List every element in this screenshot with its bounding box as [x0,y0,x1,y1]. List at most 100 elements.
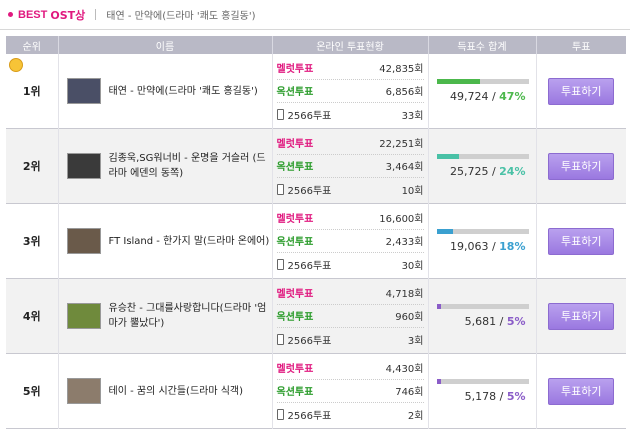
melon-count-value: 16,600 [379,214,415,225]
vote-cell: 투표하기 [535,278,626,354]
song-cell: 테이 - 꿈의 시간들(드라마 식객) [57,353,272,429]
melon-vote-row: 멜럿투표 22,251회 [276,132,424,155]
melon-vote-link[interactable]: 멜럿투표 [276,214,314,225]
melon-vote-link[interactable]: 멜럿투표 [276,364,314,375]
count-suffix: 회 [414,237,424,248]
vote-cell: 투표하기 [535,203,626,279]
vote-percent: 18% [499,240,526,253]
auction-vote-count: 746회 [395,383,423,398]
vote-share-bar [436,154,529,159]
melon-vote-link[interactable]: 멜럿투표 [276,289,314,300]
phone-count-value: 10 [401,185,415,197]
phone-vote-label: 2566투표 [276,107,402,122]
song-cell: FT Island - 한가지 말(드라마 온에어) [57,203,272,279]
phone-icon [276,408,284,420]
count-suffix: 회 [414,139,424,150]
vote-button[interactable]: 투표하기 [548,77,615,105]
rank-cell: 4위 [6,278,58,354]
song-title: 유승찬 - 그대를사랑합니다(드라마 '엄마가 뿔났다') [108,303,267,329]
auction-vote-link[interactable]: 옥션투표 [276,87,314,98]
phone-icon [276,183,284,195]
phone-icon [276,108,284,120]
leader-subtitle: 태연 - 만약에(드라마 '쾌도 홍길동') [106,11,256,22]
rank-cell: 3위 [6,203,58,279]
melon-vote-count: 16,600회 [379,210,423,225]
auction-vote-link[interactable]: 옥션투표 [276,312,314,323]
count-suffix: 회 [414,185,424,197]
melon-count-value: 4,718 [385,289,415,300]
total-value: 5,681 [464,315,497,328]
count-suffix: 회 [414,162,424,173]
vote-cell: 투표하기 [535,54,626,129]
vote-percent: 5% [506,315,526,328]
total-cell: 5,681 / 5% [427,278,536,354]
auction-vote-link[interactable]: 옥션투표 [276,387,314,398]
auction-count-value: 2,433 [385,237,415,248]
total-value: 49,724 [449,90,489,103]
rank-label: 4위 [22,310,41,323]
melon-vote-link[interactable]: 멜럿투표 [276,64,314,75]
artist-thumbnail [66,153,101,179]
melon-vote-row: 멜럿투표 42,835회 [276,57,424,80]
vote-share-fill [436,229,454,234]
phone-count-value: 2 [407,410,415,422]
vote-button[interactable]: 투표하기 [548,302,615,330]
vote-percent: 24% [499,165,526,178]
phone-vote-row: 2566투표 3회 [276,328,424,351]
total-value: 5,178 [464,390,497,403]
total-cell: 49,724 / 47% [427,54,536,129]
auction-count-value: 6,856 [385,87,415,98]
auction-vote-row: 옥션투표 6,856회 [276,80,424,103]
phone-vote-row: 2566투표 33회 [276,103,424,126]
auction-vote-count: 6,856회 [386,83,424,98]
count-suffix: 회 [414,64,424,75]
phone-count-value: 3 [407,335,415,347]
auction-vote-row: 옥션투표 960회 [276,305,424,328]
auction-vote-link[interactable]: 옥션투표 [276,237,314,248]
count-suffix: 회 [414,312,424,323]
divider [95,9,97,20]
count-suffix: 회 [414,410,424,422]
song-title: FT Island - 한가지 말(드라마 온에어) [108,235,270,247]
auction-vote-row: 옥션투표 3,464회 [276,155,424,178]
column-header-rank: 순위 [6,36,58,54]
online-votes-cell: 멜럿투표 4,718회 옥션투표 960회 2566투표 3회 [271,278,428,354]
phone-vote-label: 2566투표 [276,407,408,422]
vote-button[interactable]: 투표하기 [548,227,615,255]
total-votes: 19,063 / 18% [449,240,526,253]
artist-thumbnail [66,228,101,254]
column-header-vote: 투표 [535,36,626,54]
vote-share-bar [436,304,529,309]
table-row: 2위 김종욱,SG워너비 - 운명을 거슬러 (드라마 에덴의 동쪽) 멜럿투표… [6,128,626,204]
melon-vote-row: 멜럿투표 4,718회 [276,282,424,305]
rank-label: 2위 [22,160,41,173]
auction-vote-link[interactable]: 옥션투표 [276,162,314,173]
auction-count-value: 960 [395,312,415,323]
phone-icon [276,333,284,345]
auction-vote-count: 3,464회 [386,158,424,173]
phone-vote-count: 10회 [402,182,424,197]
phone-vote-label: 2566투표 [276,257,402,272]
song-title: 김종욱,SG워너비 - 운명을 거슬러 (드라마 에덴의 동쪽) [108,153,266,179]
phone-vote-count: 33회 [402,107,424,122]
count-suffix: 회 [414,110,424,122]
phone-vote-text: 2566투표 [287,185,332,197]
total-cell: 25,725 / 24% [427,128,536,204]
table-row: 1위 태연 - 만약에(드라마 '쾌도 홍길동') 멜럿투표 42,835회 옥… [6,54,626,129]
vote-share-bar [436,229,529,234]
table-row: 3위 FT Island - 한가지 말(드라마 온에어) 멜럿투표 16,60… [6,203,626,279]
total-value: 19,063 [449,240,489,253]
artist-thumbnail [66,378,101,404]
phone-vote-text: 2566투표 [287,260,332,272]
count-suffix: 회 [414,289,424,300]
melon-count-value: 4,430 [385,364,415,375]
melon-count-value: 22,251 [379,139,415,150]
phone-vote-row: 2566투표 10회 [276,178,424,201]
phone-vote-text: 2566투표 [287,335,332,347]
phone-vote-count: 2회 [408,407,424,422]
auction-vote-count: 2,433회 [386,233,424,248]
vote-button[interactable]: 투표하기 [548,152,615,180]
melon-vote-link[interactable]: 멜럿투표 [276,139,314,150]
count-suffix: 회 [414,260,424,272]
vote-button[interactable]: 투표하기 [548,377,615,405]
